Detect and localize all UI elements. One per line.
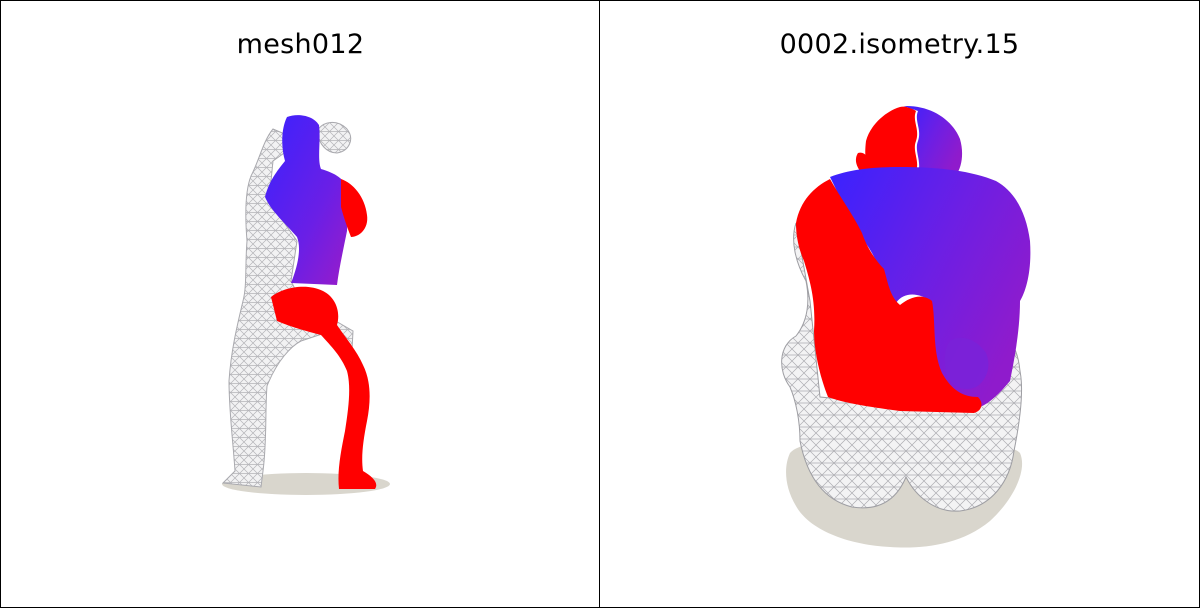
right-panel-title: 0002.isometry.15 — [779, 29, 1020, 60]
red-region-arm — [341, 179, 368, 237]
blue-region — [265, 115, 349, 285]
red-region-head — [865, 106, 918, 177]
crouching-figure-render[interactable] — [600, 1, 1199, 607]
right-viewport[interactable]: 0002.isometry.15 — [599, 0, 1200, 608]
blue-region-head — [904, 105, 963, 175]
purple-region — [944, 337, 989, 390]
left-panel-title: mesh012 — [236, 29, 365, 60]
red-region-legs — [271, 286, 377, 489]
left-viewport[interactable]: mesh012 — [0, 0, 601, 608]
red-region-ear — [855, 152, 870, 173]
red-region-torso — [796, 179, 982, 413]
standing-figure-render[interactable] — [1, 1, 600, 607]
wireframe-hands — [316, 122, 352, 154]
